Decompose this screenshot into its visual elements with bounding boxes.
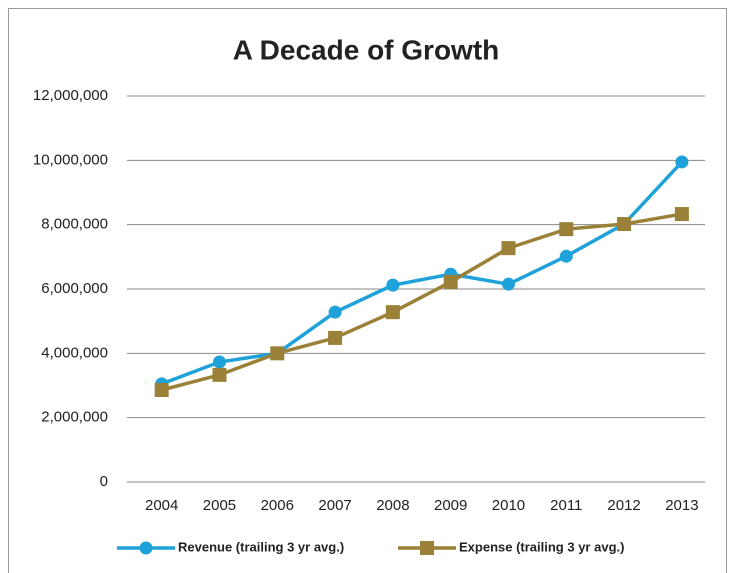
y-tick-label: 6,000,000: [41, 280, 108, 297]
x-tick-label: 2006: [261, 497, 294, 514]
x-tick-label: 2007: [318, 497, 351, 514]
data-point: [443, 274, 458, 289]
x-tick-label: 2009: [434, 497, 467, 514]
data-point: [328, 305, 342, 319]
x-tick-label: 2010: [492, 497, 525, 514]
y-tick-label: 4,000,000: [41, 344, 108, 361]
data-point: [212, 355, 226, 369]
legend-marker: [139, 541, 153, 555]
data-point: [617, 217, 632, 232]
data-point: [559, 222, 574, 237]
series-line: [161, 212, 683, 392]
data-point: [675, 155, 689, 169]
legend-label: Expense (trailing 3 yr avg.): [459, 539, 624, 554]
x-tick-label: 2004: [145, 497, 178, 514]
y-tick-label: 0: [100, 473, 108, 490]
y-tick-label: 12,000,000: [33, 87, 108, 104]
data-point: [328, 330, 343, 345]
x-tick-label: 2013: [665, 497, 698, 514]
y-tick-label: 10,000,000: [33, 151, 108, 168]
data-point: [501, 241, 516, 256]
y-tick-label: 2,000,000: [41, 409, 108, 426]
data-point: [559, 249, 573, 263]
chart-title: A Decade of Growth: [233, 34, 500, 65]
y-tick-label: 8,000,000: [41, 216, 108, 233]
data-point: [674, 207, 689, 222]
data-point: [385, 305, 400, 320]
legend-label: Revenue (trailing 3 yr avg.): [178, 539, 344, 554]
x-tick-label: 2011: [550, 497, 582, 514]
x-tick-label: 2012: [607, 497, 640, 514]
x-tick-label: 2005: [203, 497, 236, 514]
legend-marker: [420, 541, 434, 555]
chart-frame: [8, 8, 727, 573]
data-point: [501, 277, 515, 291]
x-tick-label: 2008: [376, 497, 409, 514]
data-point: [270, 346, 285, 361]
series-line: [161, 160, 684, 386]
data-point: [212, 367, 227, 382]
data-point: [154, 383, 169, 398]
data-point: [386, 278, 400, 292]
